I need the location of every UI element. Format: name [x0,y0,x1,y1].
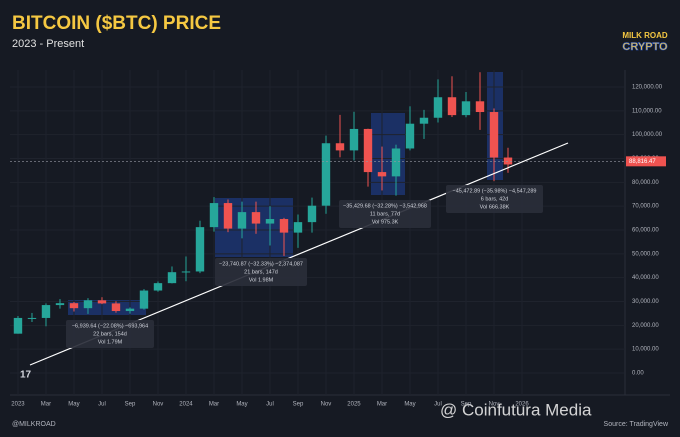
candle-body [405,123,415,149]
candle-body [419,117,429,124]
candle-body [433,97,443,118]
y-tick-label: 10,000.00 [632,347,659,353]
x-tick-label: 2024 [179,402,193,408]
y-tick-label: 120,000.00 [632,85,663,91]
annotations: −6,939.64 (−22.08%) −693,964 22 bars, 154… [66,185,543,348]
x-tick-label: 2023 [11,402,25,408]
annotation-text: 22 bars, 154d [93,331,127,337]
x-tick-label: Jul [266,402,274,408]
candle-body [475,101,485,113]
candle-body [167,272,177,284]
candle-body [307,205,317,223]
annotation-text: 6 bars, 42d [481,196,509,202]
candle-body [503,157,513,165]
annotation-text: Vol 975.3K [372,219,399,225]
candle-body [97,300,107,304]
y-tick-label: 30,000.00 [632,299,659,305]
x-tick-label: Mar [209,402,219,408]
candle-body [363,128,373,173]
y-tick-label: 70,000.00 [632,204,659,210]
x-tick-label: Sep [125,402,136,408]
candle-body [27,317,37,319]
y-tick-label: 0.00 [632,371,644,377]
annotation-box [339,200,431,228]
annotation-text: Vol 1.98M [249,277,274,283]
candle-body [125,308,135,312]
x-tick-label: Nov [489,402,500,408]
x-tick-label: May [404,402,415,408]
candle-body [111,303,121,312]
last-price-tag [626,156,666,167]
candle-body [13,317,23,334]
x-tick-label: May [68,402,79,408]
y-tick-label: 60,000.00 [632,228,659,234]
candle-body [139,290,149,309]
x-tick-label: Mar [377,402,387,408]
annotation-box [446,185,543,213]
y-tick-label: 20,000.00 [632,323,659,329]
y-tick-label: 40,000.00 [632,275,659,281]
x-tick-label: Nov [153,402,164,408]
y-tick-label: 110,000.00 [632,108,662,114]
annotation-box [66,320,154,348]
x-tick-label: 2025 [347,402,361,408]
candle-body [461,101,471,116]
last-price-label: 88,816.47 [629,159,656,165]
y-tick-label: 50,000.00 [632,251,659,257]
candle-body [209,203,219,228]
annotation-text: Vol 666.38K [480,204,510,210]
y-tick-label: 80,000.00 [632,180,659,186]
annotation-text: −23,740.87 (−32.33%) −2,374,087 [219,261,303,267]
annotation-text: 21 bars, 147d [244,269,278,275]
x-tick-label: May [236,402,247,408]
tv-logo: 17 [20,370,32,381]
x-tick-label: 2026 [515,402,529,408]
x-tick-label: Nov [321,402,332,408]
candle-body [321,143,331,206]
logo-top: MILK ROAD [622,31,668,40]
candle-body [377,172,387,177]
candle-body [55,303,65,306]
candle-body [153,283,163,291]
x-tick-label: Jul [98,402,106,408]
x-tick-label: Sep [293,402,304,408]
watermark: @ Coinfutura Media [440,400,592,419]
plot [10,70,625,395]
candle-body [279,219,289,233]
annotation-text: −35,429.68 (−32.28%) −3,542,968 [343,203,427,209]
logo: MILK ROAD CRYPTO [622,31,668,53]
candle-body [181,271,191,273]
candle-body [489,112,499,158]
annotation-box [215,258,307,286]
candle-body [223,203,233,229]
candle-body [251,212,261,224]
candle-body [293,222,303,233]
candle-body [349,128,359,151]
x-tick-label: Mar [41,402,51,408]
x-tick-label: Jul [434,402,442,408]
candle-body [447,97,457,116]
candle-body [335,143,345,151]
logo-bottom: CRYPTO [622,41,668,53]
annotation-text: −6,939.64 (−22.08%) −693,964 [72,323,148,329]
candle-body [41,305,51,318]
candle-body [69,303,79,309]
x-tick-label: Sep [461,402,472,408]
annotation-text: 11 bars, 77d [370,211,400,217]
subtitle: 2023 - Present [12,38,84,50]
candle-body [237,212,247,229]
title: BITCOIN ($BTC) PRICE [12,13,221,34]
y-tick-label: 100,000.00 [632,132,663,138]
source: Source: TradingView [604,421,669,428]
candle-body [391,148,401,177]
candle-body [83,300,93,309]
handle: @MILKROAD [12,421,56,428]
annotation-text: −45,472.89 (−35.98%) −4,547,289 [453,188,537,194]
annotation-text: Vol 1.79M [98,339,123,345]
candle-body [265,219,275,224]
candle-body [195,227,205,272]
range-box [68,300,146,315]
